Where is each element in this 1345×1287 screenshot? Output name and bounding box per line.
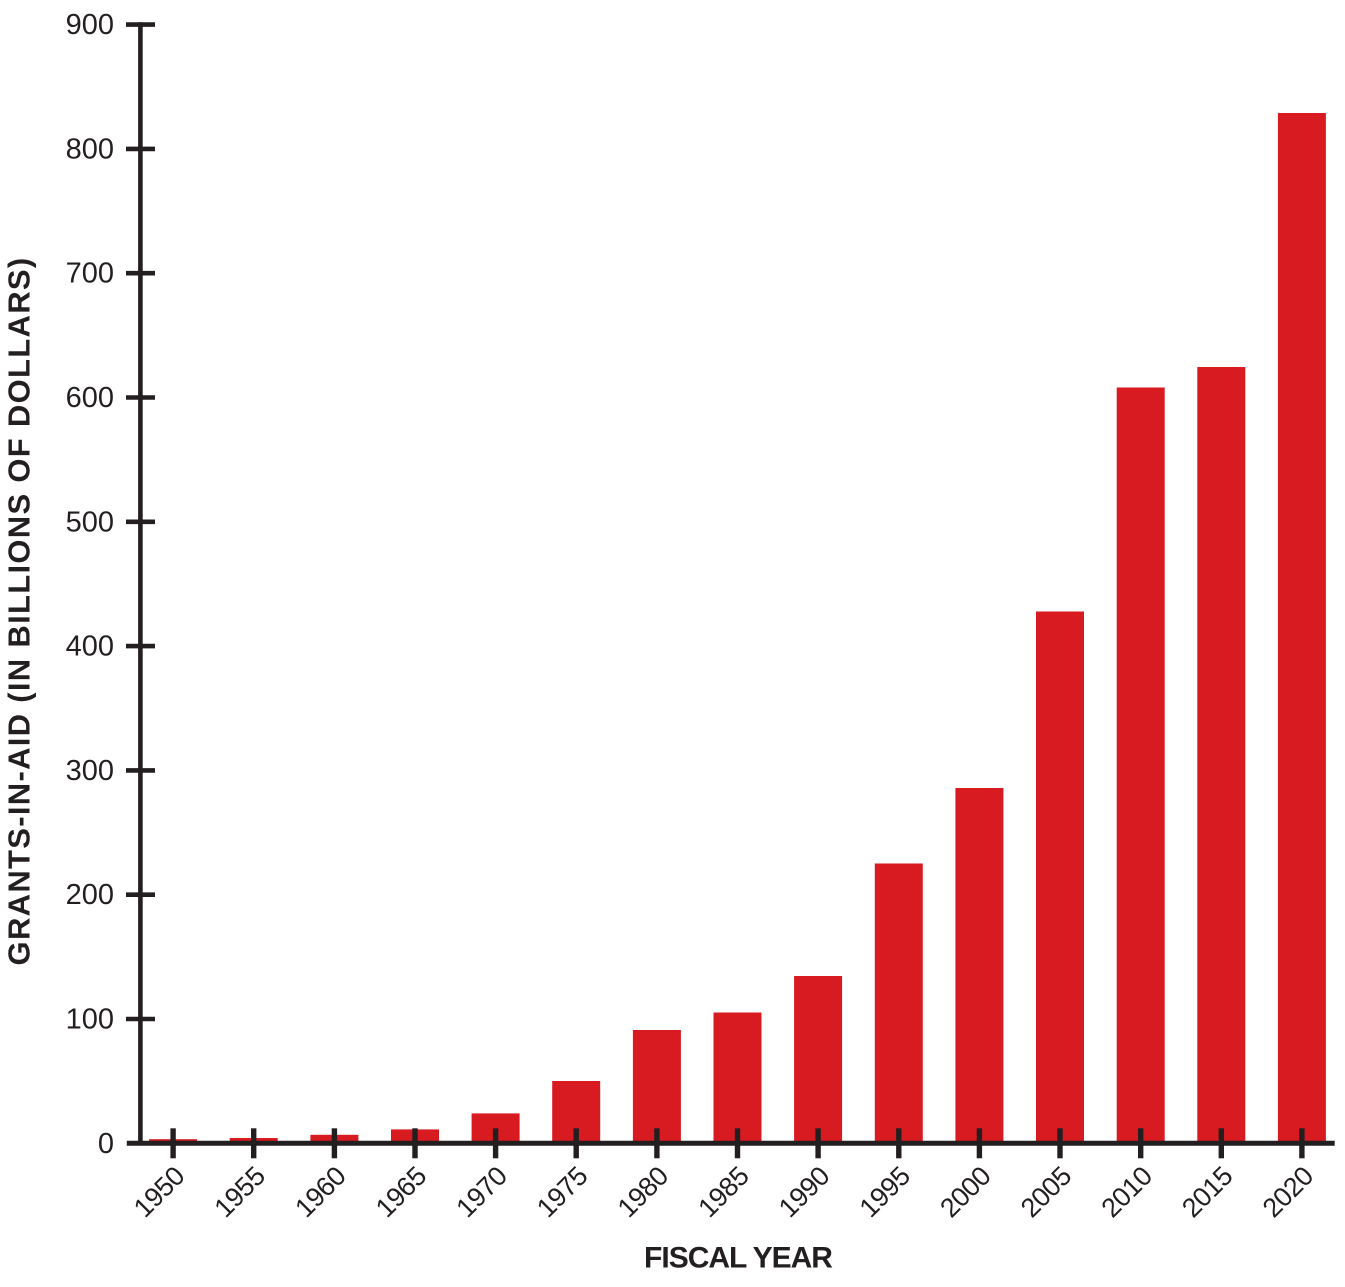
svg-text:0: 0 — [98, 1128, 114, 1160]
svg-text:900: 900 — [66, 9, 114, 41]
svg-text:300: 300 — [66, 755, 114, 787]
svg-text:FISCAL YEAR: FISCAL YEAR — [644, 1242, 833, 1275]
svg-text:500: 500 — [66, 506, 114, 538]
svg-text:700: 700 — [66, 258, 114, 290]
svg-text:100: 100 — [66, 1004, 114, 1036]
svg-text:400: 400 — [66, 631, 114, 663]
svg-text:600: 600 — [66, 382, 114, 414]
svg-text:200: 200 — [66, 879, 114, 911]
svg-text:GRANTS-IN-AID (IN BILLIONS OF: GRANTS-IN-AID (IN BILLIONS OF DOLLARS) — [2, 257, 37, 966]
svg-text:800: 800 — [66, 133, 114, 165]
